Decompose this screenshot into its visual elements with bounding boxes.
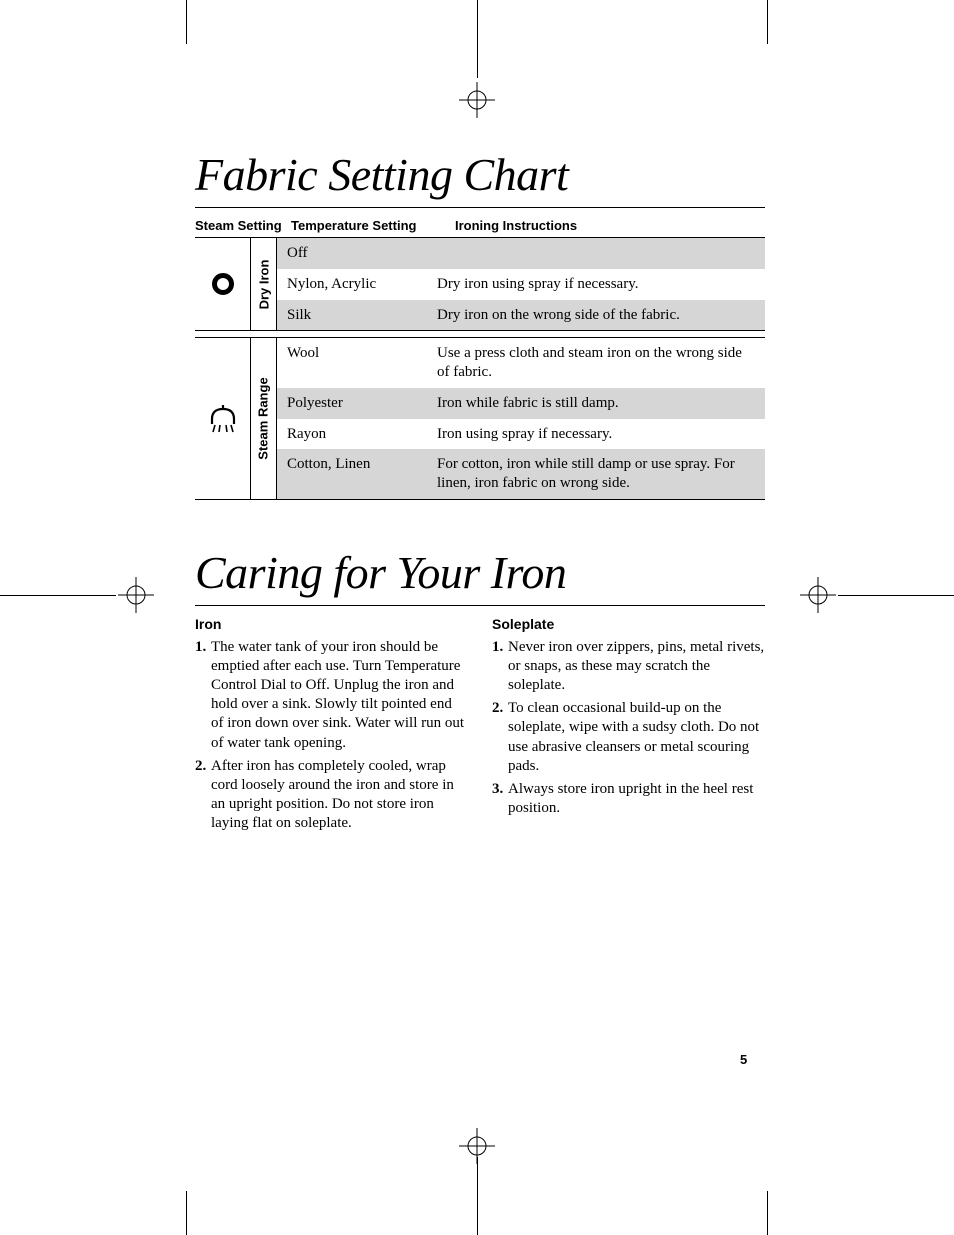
fabric-setting-table: Dry Iron Off Nylon, Acrylic Dry iron usi… bbox=[195, 237, 765, 500]
crop-mark bbox=[186, 1191, 187, 1235]
list-number: 2. bbox=[492, 699, 508, 776]
list-number: 1. bbox=[492, 638, 508, 696]
table-row: Off bbox=[277, 238, 765, 269]
table-row: Polyester Iron while fabric is still dam… bbox=[277, 388, 765, 419]
list-text: The water tank of your iron should be em… bbox=[211, 638, 468, 753]
chart-header-row: Steam Setting Temperature Setting Ironin… bbox=[195, 218, 765, 233]
page-container: Fabric Setting Chart Steam Setting Tempe… bbox=[0, 0, 954, 1235]
list-item: 2.To clean occasional build-up on the so… bbox=[492, 699, 765, 776]
caring-columns: Iron 1.The water tank of your iron shoul… bbox=[195, 616, 765, 838]
temp-cell: Off bbox=[287, 244, 437, 263]
rows-cell: Wool Use a press cloth and steam iron on… bbox=[277, 338, 765, 499]
crop-mark bbox=[838, 595, 954, 596]
list-text: Always store iron upright in the heel re… bbox=[508, 780, 765, 818]
steam-label: Dry Iron bbox=[256, 259, 271, 309]
list-text: To clean occasional build-up on the sole… bbox=[508, 699, 765, 776]
instr-cell: For cotton, iron while still damp or use… bbox=[437, 455, 755, 493]
registration-mark-icon bbox=[459, 1128, 495, 1164]
crop-mark bbox=[186, 0, 187, 44]
registration-mark-icon bbox=[459, 82, 495, 118]
header-steam: Steam Setting bbox=[195, 218, 291, 233]
soleplate-heading: Soleplate bbox=[492, 616, 765, 634]
title-rule bbox=[195, 207, 765, 208]
fabric-chart-title: Fabric Setting Chart bbox=[195, 148, 765, 201]
crop-mark bbox=[767, 0, 768, 44]
registration-mark-icon bbox=[800, 577, 836, 613]
temp-cell: Wool bbox=[287, 344, 437, 382]
caring-section: Caring for Your Iron Iron 1.The water ta… bbox=[195, 546, 765, 838]
caring-rule bbox=[195, 605, 765, 606]
soleplate-list: 1.Never iron over zippers, pins, metal r… bbox=[492, 638, 765, 819]
temp-cell: Cotton, Linen bbox=[287, 455, 437, 493]
registration-mark-icon bbox=[118, 577, 154, 613]
setting-block-dry: Dry Iron Off Nylon, Acrylic Dry iron usi… bbox=[195, 237, 765, 331]
crop-mark bbox=[0, 595, 116, 596]
steam-range-icon bbox=[208, 405, 238, 433]
table-row: Wool Use a press cloth and steam iron on… bbox=[277, 338, 765, 388]
temp-cell: Polyester bbox=[287, 394, 437, 413]
steam-icon-cell bbox=[195, 238, 251, 330]
header-instr: Ironing Instructions bbox=[455, 218, 765, 233]
instr-cell bbox=[437, 244, 755, 263]
list-item: 1.Never iron over zippers, pins, metal r… bbox=[492, 638, 765, 696]
caring-right-column: Soleplate 1.Never iron over zippers, pin… bbox=[492, 616, 765, 838]
crop-mark bbox=[767, 1191, 768, 1235]
dry-iron-icon bbox=[212, 273, 234, 295]
instr-cell: Iron using spray if necessary. bbox=[437, 425, 755, 444]
iron-heading: Iron bbox=[195, 616, 468, 634]
list-text: Never iron over zippers, pins, metal riv… bbox=[508, 638, 765, 696]
table-row: Rayon Iron using spray if necessary. bbox=[277, 419, 765, 450]
list-item: 3.Always store iron upright in the heel … bbox=[492, 780, 765, 818]
table-row: Silk Dry iron on the wrong side of the f… bbox=[277, 300, 765, 331]
table-row: Nylon, Acrylic Dry iron using spray if n… bbox=[277, 269, 765, 300]
list-number: 3. bbox=[492, 780, 508, 818]
steam-label: Steam Range bbox=[256, 377, 271, 459]
caring-title: Caring for Your Iron bbox=[195, 546, 765, 599]
table-row: Cotton, Linen For cotton, iron while sti… bbox=[277, 449, 765, 499]
steam-icon-cell bbox=[195, 338, 251, 499]
caring-left-column: Iron 1.The water tank of your iron shoul… bbox=[195, 616, 468, 838]
iron-list: 1.The water tank of your iron should be … bbox=[195, 638, 468, 834]
list-item: 2.After iron has completely cooled, wrap… bbox=[195, 757, 468, 834]
list-number: 1. bbox=[195, 638, 211, 753]
steam-label-cell: Dry Iron bbox=[251, 238, 277, 330]
content-area: Fabric Setting Chart Steam Setting Tempe… bbox=[195, 148, 765, 838]
rows-cell: Off Nylon, Acrylic Dry iron using spray … bbox=[277, 238, 765, 330]
instr-cell: Dry iron on the wrong side of the fabric… bbox=[437, 306, 755, 325]
temp-cell: Nylon, Acrylic bbox=[287, 275, 437, 294]
instr-cell: Iron while fabric is still damp. bbox=[437, 394, 755, 413]
instr-cell: Dry iron using spray if necessary. bbox=[437, 275, 755, 294]
temp-cell: Silk bbox=[287, 306, 437, 325]
setting-block-steam: Steam Range Wool Use a press cloth and s… bbox=[195, 337, 765, 500]
crop-mark bbox=[477, 1157, 478, 1235]
list-number: 2. bbox=[195, 757, 211, 834]
instr-cell: Use a press cloth and steam iron on the … bbox=[437, 344, 755, 382]
list-text: After iron has completely cooled, wrap c… bbox=[211, 757, 468, 834]
steam-label-cell: Steam Range bbox=[251, 338, 277, 499]
list-item: 1.The water tank of your iron should be … bbox=[195, 638, 468, 753]
temp-cell: Rayon bbox=[287, 425, 437, 444]
header-temp: Temperature Setting bbox=[291, 218, 455, 233]
page-number: 5 bbox=[740, 1052, 747, 1067]
crop-mark bbox=[477, 0, 478, 78]
